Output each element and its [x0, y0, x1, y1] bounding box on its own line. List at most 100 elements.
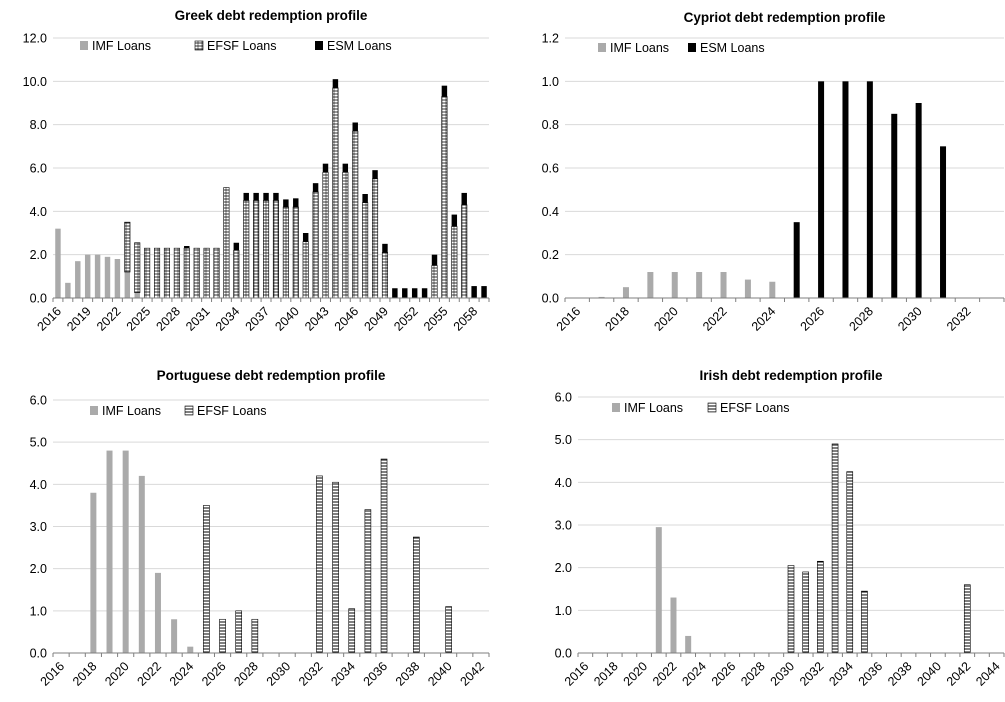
legend-swatch	[598, 43, 606, 52]
imf-bar	[647, 272, 654, 298]
x-tick-label: 2028	[846, 304, 876, 334]
x-tick-label: 2030	[264, 659, 294, 689]
efsf-bar	[364, 509, 372, 654]
x-tick-label: 2042	[457, 659, 487, 689]
legend-swatch	[80, 41, 88, 50]
x-tick-label: 2036	[856, 659, 886, 689]
efsf-bar	[124, 221, 131, 273]
x-tick-label: 2018	[591, 659, 621, 689]
imf-bar	[696, 272, 703, 298]
legend-swatch	[90, 406, 98, 415]
chart-title: Greek debt redemption profile	[175, 8, 368, 23]
legend-swatch	[194, 40, 204, 51]
imf-bar	[124, 272, 131, 298]
efsf-bar	[381, 252, 388, 299]
y-tick-label: 3.0	[555, 519, 572, 533]
esm-bar	[273, 192, 279, 201]
x-tick-label: 2042	[944, 659, 974, 689]
legend-label: ESM Loans	[700, 41, 765, 55]
esm-bar	[471, 286, 477, 298]
y-tick-label: 4.0	[30, 478, 47, 492]
efsf-bar	[263, 200, 270, 299]
imf-bar	[171, 619, 178, 653]
imf-bar	[114, 259, 121, 298]
imf-bar	[154, 572, 161, 653]
imf-bar	[55, 228, 61, 298]
imf-bar	[685, 635, 692, 653]
efsf-bar	[817, 560, 824, 654]
x-tick-label: 2026	[199, 659, 229, 689]
x-tick-label: 2022	[94, 304, 124, 334]
x-tick-label: 2032	[296, 659, 326, 689]
efsf-bar	[203, 505, 210, 654]
x-tick-label: 2037	[243, 304, 273, 334]
efsf-bar	[253, 200, 260, 299]
esm-bar	[866, 81, 873, 298]
efsf-bar	[332, 87, 339, 299]
efsf-bar	[413, 536, 420, 654]
x-tick-label: 2031	[183, 304, 213, 334]
esm-bar	[322, 163, 329, 173]
x-tick-label: 2038	[393, 659, 423, 689]
efsf-bar	[163, 247, 170, 299]
x-tick-label: 2058	[451, 304, 481, 334]
esm-bar	[382, 243, 388, 253]
esm-bar	[372, 170, 378, 179]
x-tick-label: 2018	[603, 304, 633, 334]
legend-swatch	[688, 43, 696, 52]
x-tick-label: 2032	[797, 659, 827, 689]
x-tick-label: 2024	[749, 304, 779, 334]
y-tick-label: 8.0	[30, 118, 47, 132]
imf-bar	[670, 597, 677, 653]
x-tick-label: 2020	[621, 659, 651, 689]
esm-bar	[243, 192, 249, 201]
y-tick-label: 0.0	[542, 292, 559, 306]
chart-panel: Portuguese debt redemption profile 0.0 1.0…	[30, 368, 490, 689]
x-tick-label: 2043	[302, 304, 332, 334]
efsf-bar	[183, 247, 190, 299]
esm-bar	[253, 192, 259, 201]
imf-bar	[90, 492, 97, 653]
y-tick-label: 1.0	[555, 604, 572, 618]
efsf-bar	[787, 565, 795, 654]
x-tick-label: 2049	[362, 304, 392, 334]
legend-label: IMF Loans	[92, 39, 151, 53]
x-tick-label: 2024	[679, 659, 709, 689]
esm-bar	[421, 288, 428, 298]
legend-swatch	[612, 403, 620, 412]
efsf-bar	[272, 200, 279, 299]
efsf-bar	[235, 610, 243, 654]
chart-panel: Greek debt redemption profile 0.0 2.0 4.0 6.…	[23, 8, 490, 334]
legend-swatch	[315, 41, 323, 50]
y-tick-label: 2.0	[555, 561, 572, 575]
x-tick-label: 2038	[885, 659, 915, 689]
esm-bar	[891, 113, 898, 298]
efsf-bar	[302, 241, 309, 299]
efsf-bar	[223, 187, 230, 299]
y-tick-label: 0.2	[542, 248, 559, 262]
legend-swatch	[707, 402, 717, 413]
efsf-bar	[802, 571, 809, 654]
y-tick-label: 5.0	[555, 433, 572, 447]
x-tick-label: 2016	[554, 304, 584, 334]
y-tick-label: 1.0	[542, 75, 559, 89]
x-tick-label: 2036	[361, 659, 391, 689]
legend-label: IMF Loans	[102, 404, 161, 418]
y-tick-label: 6.0	[30, 162, 47, 176]
x-tick-label: 2020	[651, 304, 681, 334]
efsf-bar	[282, 206, 289, 299]
efsf-bar	[219, 618, 226, 654]
imf-bar	[598, 296, 605, 298]
y-tick-label: 1.0	[30, 604, 47, 618]
imf-bar	[769, 281, 776, 298]
legend-swatch	[184, 405, 194, 416]
x-tick-label: 2018	[70, 659, 100, 689]
imf-bar	[138, 475, 145, 653]
imf-bar	[106, 450, 113, 653]
x-tick-label: 2022	[650, 659, 680, 689]
x-tick-label: 2040	[272, 304, 302, 334]
y-tick-label: 0.0	[30, 647, 47, 661]
y-tick-label: 2.0	[30, 562, 47, 576]
x-tick-label: 2020	[102, 659, 132, 689]
